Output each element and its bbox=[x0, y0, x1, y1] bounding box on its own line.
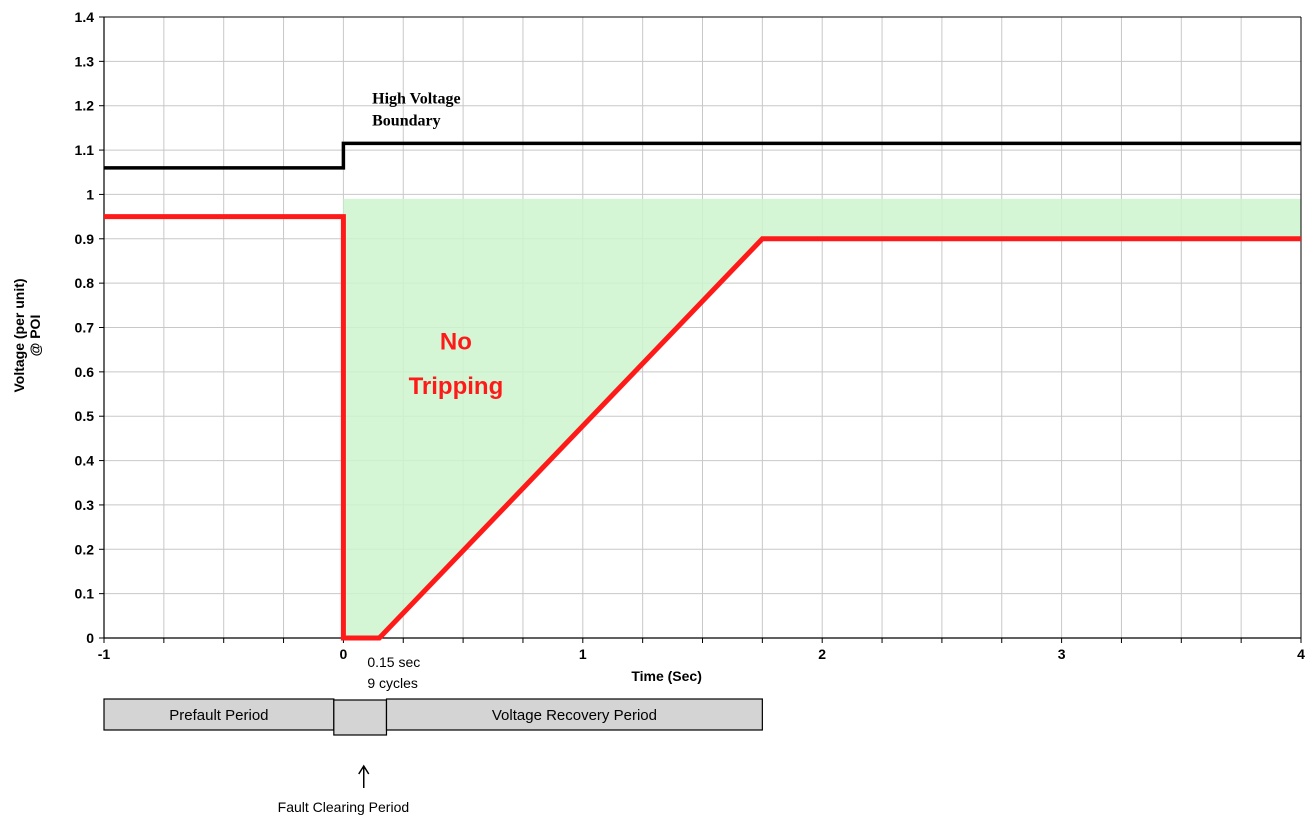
y-tick-label: 0.4 bbox=[75, 453, 95, 469]
y-tick-label: 0.2 bbox=[75, 541, 95, 557]
period-bar-label: Voltage Recovery Period bbox=[492, 707, 657, 724]
period-bar-label: Prefault Period bbox=[169, 707, 268, 724]
y-axis-label-line-1: Voltage (per unit) bbox=[11, 278, 27, 392]
y-tick-label: 0.1 bbox=[75, 586, 95, 602]
y-tick-label: 1.2 bbox=[75, 98, 95, 114]
high-voltage-boundary-label-line-2: Boundary bbox=[372, 113, 440, 130]
y-tick-label: 0.5 bbox=[75, 408, 95, 424]
period-bar bbox=[385, 698, 763, 731]
x-tick-label: 1 bbox=[579, 646, 587, 662]
y-axis-label-line-2: @ POI bbox=[27, 315, 43, 357]
no-tripping-region-layer bbox=[343, 198, 1301, 638]
y-tick-label: 1 bbox=[86, 186, 94, 202]
high-voltage-boundary-line bbox=[104, 141, 1301, 170]
no-tripping-label-line-1: No bbox=[440, 329, 472, 356]
x-tick-label: 3 bbox=[1058, 646, 1066, 662]
y-tick-label: 0.7 bbox=[75, 320, 95, 336]
y-tick-label: 0.6 bbox=[75, 364, 95, 380]
no-tripping-label-line-2: Tripping bbox=[409, 373, 504, 400]
y-tick-label: 0.8 bbox=[75, 275, 95, 291]
y-tick-label: 0.3 bbox=[75, 497, 95, 513]
series-layer bbox=[104, 141, 1301, 641]
x-tick-label: 0 bbox=[340, 646, 348, 662]
x-tick-label: 4 bbox=[1297, 646, 1305, 662]
y-tick-label: 0.9 bbox=[75, 231, 95, 247]
x-tick-label: -1 bbox=[98, 646, 111, 662]
y-tick-label: 1.3 bbox=[75, 53, 95, 69]
y-tick-label: 0 bbox=[86, 630, 94, 646]
y-tick-label: 1.1 bbox=[75, 142, 95, 158]
y-tick-label: 1.4 bbox=[75, 9, 95, 25]
period-bar bbox=[103, 698, 335, 731]
fault-clearing-period-bar bbox=[333, 699, 388, 736]
fault-duration-note-line-1: 0.15 sec bbox=[367, 654, 420, 670]
tick-labels: 0 0.1 0.2 0.3 0.4 0.5 0.6 0.7 0.8 0.9 1 1.1 1.2 1.3 1.… bbox=[75, 9, 1306, 662]
plot-axes bbox=[99, 16, 1302, 643]
no-tripping-region bbox=[343, 198, 1301, 638]
fault-duration-note-line-2: 9 cycles bbox=[367, 675, 418, 691]
up-arrow-icon bbox=[358, 764, 370, 788]
low-voltage-ride-through-line bbox=[104, 214, 1301, 641]
high-voltage-boundary-label-line-1: High Voltage bbox=[372, 90, 460, 107]
x-axis-label: Time (Sec) bbox=[631, 668, 702, 684]
grid-lines bbox=[104, 17, 1301, 638]
fault-clearing-period-label: Fault Clearing Period bbox=[278, 799, 410, 815]
y-axis-label: Voltage (per unit) @ POI bbox=[11, 278, 43, 392]
x-tick-label: 2 bbox=[818, 646, 826, 662]
period-bars: Prefault Period Voltage Recovery Period bbox=[103, 698, 763, 736]
